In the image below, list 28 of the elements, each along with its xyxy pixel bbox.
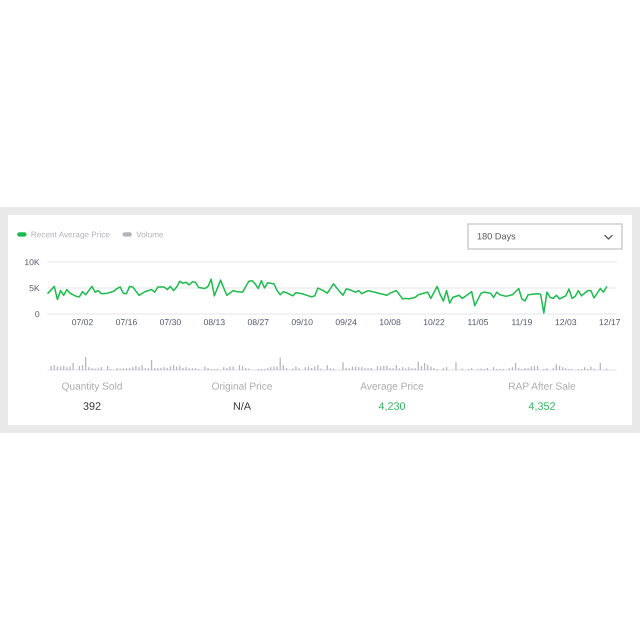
x-tick-label: 07/02 [72, 318, 93, 326]
category-label: Quantity Sold [62, 382, 122, 392]
x-tick-label: 12/03 [556, 318, 576, 326]
x-tick-label: 09/10 [292, 318, 313, 326]
x-tick-label: 10/08 [380, 318, 400, 326]
x-tick-label: 10/22 [424, 318, 444, 326]
x-tick-label: 11/05 [468, 318, 488, 326]
x-tick-label: 12/17 [600, 318, 620, 326]
category-label: RAP After Sale [509, 382, 576, 390]
legend-label: Recent Average Price [32, 231, 110, 240]
x-tick-label: 08/27 [248, 318, 269, 326]
category-label: Original Price [212, 382, 272, 392]
y-tick-label: 10K [25, 259, 40, 266]
text: 180 Days [478, 232, 516, 242]
text: 4,352 [528, 402, 556, 412]
x-tick-label: 08/13 [204, 318, 225, 326]
line-series [47, 278, 608, 314]
x-tick-label: 07/16 [116, 318, 137, 326]
x-tick-label: 09/24 [336, 318, 357, 326]
text: 4,230 [378, 402, 406, 412]
text: 392 [83, 402, 100, 410]
text: N/A [234, 402, 252, 410]
legend-label: Volume [136, 231, 164, 238]
y-tick-label: 5K [29, 285, 40, 292]
x-tick-label: 11/19 [512, 318, 532, 326]
y-tick-label: 0 [35, 311, 40, 318]
x-tick-label: 07/30 [160, 318, 181, 326]
category-label: Average Price [360, 382, 424, 392]
